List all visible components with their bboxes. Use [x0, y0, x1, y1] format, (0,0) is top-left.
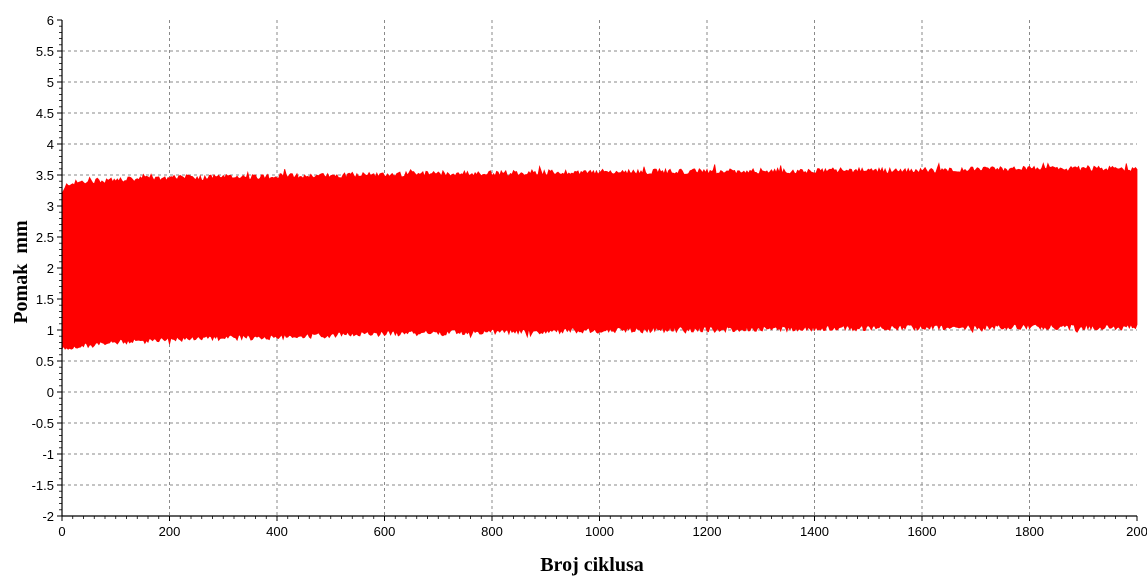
- y-tick-label: 1.5: [36, 292, 54, 307]
- y-tick-label: -0.5: [32, 416, 54, 431]
- x-tick-label: 1600: [908, 524, 937, 539]
- x-tick-label: 600: [374, 524, 396, 539]
- x-tick-label: 1800: [1015, 524, 1044, 539]
- y-tick-label: 0: [47, 385, 54, 400]
- y-tick-label: 6: [47, 13, 54, 28]
- y-tick-label: 0.5: [36, 354, 54, 369]
- tick-labels: -2 -1.5 -1 -0.5 0 0.5 1 1.5 2 2.5 3 3.5 4 4.5 5 5.5 6 0 20…: [32, 13, 1147, 539]
- y-tick-label: 2: [47, 261, 54, 276]
- x-tick-label: 800: [481, 524, 503, 539]
- y-tick-label: -2: [42, 509, 54, 524]
- y-tick-label: 4.5: [36, 106, 54, 121]
- y-tick-label: 5: [47, 75, 54, 90]
- axes: [57, 19, 1138, 521]
- x-tick-label: 1200: [693, 524, 722, 539]
- x-tick-label: 200: [159, 524, 181, 539]
- x-tick-label: 1000: [585, 524, 614, 539]
- y-tick-label: 2.5: [36, 230, 54, 245]
- x-tick-label: 1400: [800, 524, 829, 539]
- series-band-0: [61, 162, 1138, 350]
- y-tick-label: 5.5: [36, 44, 54, 59]
- y-tick-label: 3: [47, 199, 54, 214]
- y-axis-title: Pomak mm: [10, 220, 32, 324]
- x-tick-label: 200: [1126, 524, 1147, 539]
- y-tick-label: 1: [47, 323, 54, 338]
- x-tick-label: 0: [58, 524, 65, 539]
- x-axis-title: Broj ciklusa: [540, 554, 644, 576]
- y-tick-label: -1: [42, 447, 54, 462]
- data-band: [61, 162, 1138, 350]
- x-tick-label: 400: [266, 524, 288, 539]
- y-tick-label: -1.5: [32, 478, 54, 493]
- y-tick-label: 3.5: [36, 168, 54, 183]
- y-tick-label: 4: [47, 137, 54, 152]
